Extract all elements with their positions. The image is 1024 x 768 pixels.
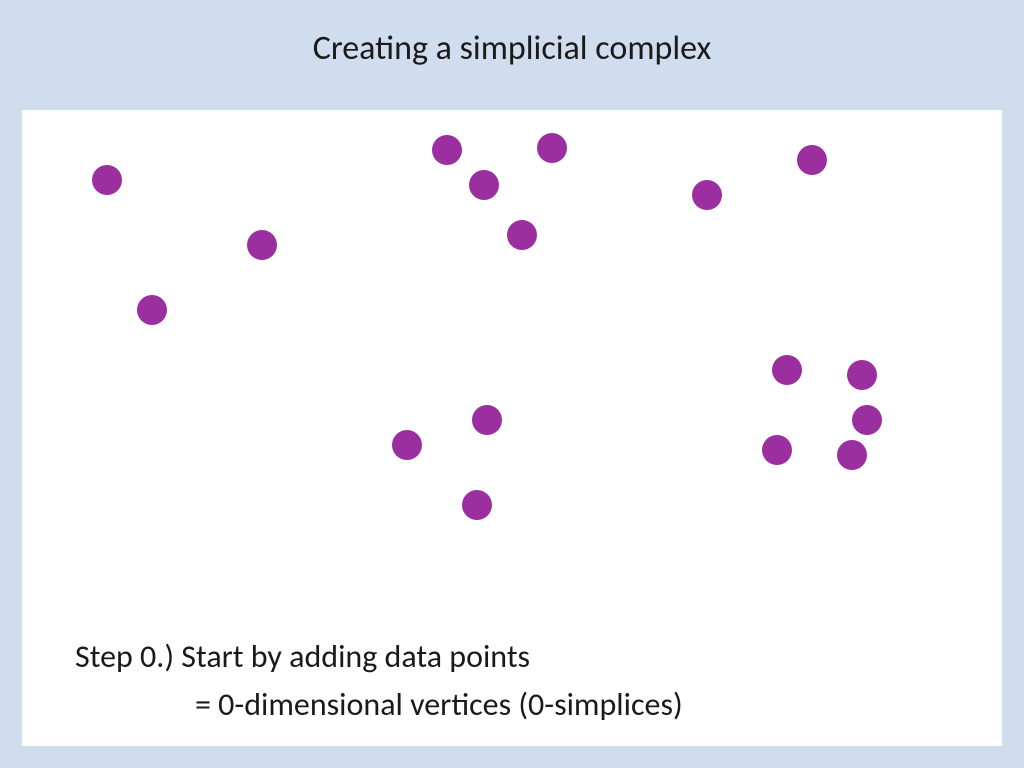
caption-line-1: Step 0.) Start by adding data points (75, 635, 530, 678)
data-point (507, 220, 537, 250)
data-point (837, 440, 867, 470)
data-point (469, 170, 499, 200)
data-point (847, 360, 877, 390)
data-point (432, 135, 462, 165)
data-point (537, 133, 567, 163)
data-point (137, 295, 167, 325)
data-point (92, 165, 122, 195)
data-point (692, 180, 722, 210)
data-point (772, 355, 802, 385)
slide-title: Creating a simplicial complex (0, 28, 1024, 69)
data-point (852, 405, 882, 435)
data-point (797, 145, 827, 175)
data-point (762, 435, 792, 465)
data-point (392, 430, 422, 460)
caption-line-2: = 0-dimensional vertices (0-simplices) (75, 683, 683, 726)
data-point (472, 405, 502, 435)
data-point (462, 490, 492, 520)
slide: Creating a simplicial complex Step 0.) S… (0, 0, 1024, 768)
data-point (247, 230, 277, 260)
